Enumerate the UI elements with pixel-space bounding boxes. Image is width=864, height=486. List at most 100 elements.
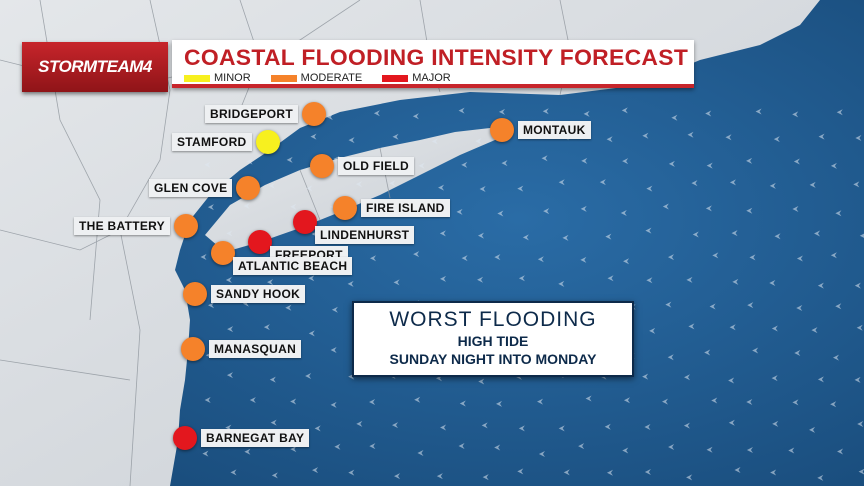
location-label: BARNEGAT BAY — [201, 429, 310, 447]
wind-chevron — [269, 376, 276, 383]
legend-label: MINOR — [214, 72, 251, 84]
wind-chevron — [853, 181, 860, 188]
wind-chevron — [817, 376, 824, 383]
wind-chevron — [271, 472, 278, 479]
wind-chevron — [285, 304, 292, 311]
wind-chevron — [333, 156, 340, 163]
wind-chevron — [348, 469, 355, 476]
wind-chevron — [494, 254, 501, 261]
stormteam4-logo: STORMTEAM4 — [22, 42, 168, 92]
wind-chevron — [770, 469, 777, 476]
wind-chevron — [769, 280, 776, 287]
wind-chevron — [308, 330, 315, 337]
wind-chevron — [747, 302, 754, 309]
wind-chevron — [605, 233, 612, 240]
wind-chevron — [623, 258, 630, 265]
wind-chevron — [668, 443, 675, 450]
location-label: ATLANTIC BEACH — [233, 257, 353, 275]
wind-chevron — [308, 275, 315, 282]
wind-chevron — [558, 280, 565, 287]
wind-chevron — [414, 396, 421, 403]
wind-chevron — [355, 181, 362, 188]
flood-marker — [333, 196, 357, 220]
wind-chevron — [712, 252, 719, 259]
wind-chevron — [706, 162, 713, 169]
location-label: MONTAUK — [518, 121, 591, 139]
wind-chevron — [314, 425, 321, 432]
wind-chevron — [623, 397, 630, 404]
wind-chevron — [691, 180, 698, 187]
wind-chevron — [496, 400, 503, 407]
wind-chevron — [794, 349, 801, 356]
wind-chevron — [704, 349, 711, 356]
wind-chevron — [644, 424, 651, 431]
flood-marker — [236, 176, 260, 200]
callout-line-1: HIGH TIDE — [457, 333, 529, 349]
wind-chevron — [809, 426, 816, 433]
wind-chevron — [622, 158, 629, 165]
wind-chevron — [811, 327, 818, 334]
location-label: THE BATTERY — [74, 217, 170, 235]
callout-line-2: SUNDAY NIGHT INTO MONDAY — [389, 351, 597, 367]
legend-swatch — [270, 74, 297, 82]
wind-chevron — [642, 132, 649, 139]
wind-chevron — [728, 419, 735, 426]
location-label: STAMFORD — [172, 133, 252, 151]
wind-chevron — [709, 303, 716, 310]
wind-chevron — [686, 276, 693, 283]
wind-chevron — [369, 443, 376, 450]
wind-chevron — [305, 372, 312, 379]
wind-chevron — [814, 230, 821, 237]
wind-chevron — [479, 185, 486, 192]
wind-chevron — [755, 108, 762, 115]
wind-chevron — [537, 256, 544, 263]
flood-marker — [173, 426, 197, 450]
wind-chevron — [270, 419, 277, 426]
wind-chevron — [606, 469, 613, 476]
wind-chevron — [705, 205, 712, 212]
wind-chevron — [542, 108, 549, 115]
wind-chevron — [431, 138, 438, 145]
wind-chevron — [202, 450, 209, 457]
wind-chevron — [581, 157, 588, 164]
wind-chevron — [752, 347, 759, 354]
callout-heading: WORST FLOODING — [389, 308, 597, 331]
wind-chevron — [855, 134, 862, 141]
wind-chevron — [711, 397, 718, 404]
wind-chevron — [356, 420, 363, 427]
wind-chevron — [501, 160, 508, 167]
wind-chevron — [686, 474, 693, 481]
wind-chevron — [793, 158, 800, 165]
wind-chevron — [684, 374, 691, 381]
wind-chevron — [204, 397, 211, 404]
wind-chevron — [830, 252, 837, 259]
legend-item-major: MAJOR — [382, 72, 451, 84]
wind-chevron — [459, 400, 466, 407]
wind-chevron — [562, 234, 569, 241]
wind-chevron — [830, 162, 837, 169]
flood-marker — [293, 210, 317, 234]
wind-chevron — [788, 447, 795, 454]
wind-chevron — [649, 327, 656, 334]
wind-chevron — [857, 420, 864, 427]
wind-chevron — [517, 468, 524, 475]
wind-chevron — [858, 468, 864, 475]
wind-chevron — [418, 162, 425, 169]
wind-chevron — [243, 203, 250, 210]
wind-chevron — [249, 397, 256, 404]
wind-chevron — [792, 206, 799, 213]
wind-chevron — [688, 323, 695, 330]
wind-chevron — [498, 108, 505, 115]
wind-chevron — [518, 425, 525, 432]
wind-chevron — [856, 324, 863, 331]
wind-chevron — [369, 398, 376, 405]
wind-chevron — [771, 325, 778, 332]
wind-chevron — [646, 185, 653, 192]
wind-chevron — [394, 473, 401, 480]
wind-chevron — [668, 160, 675, 167]
wind-chevron — [393, 279, 400, 286]
legend-label: MODERATE — [300, 72, 363, 84]
wind-chevron — [417, 449, 424, 456]
wind-chevron — [478, 378, 485, 385]
wind-chevron — [769, 182, 776, 189]
